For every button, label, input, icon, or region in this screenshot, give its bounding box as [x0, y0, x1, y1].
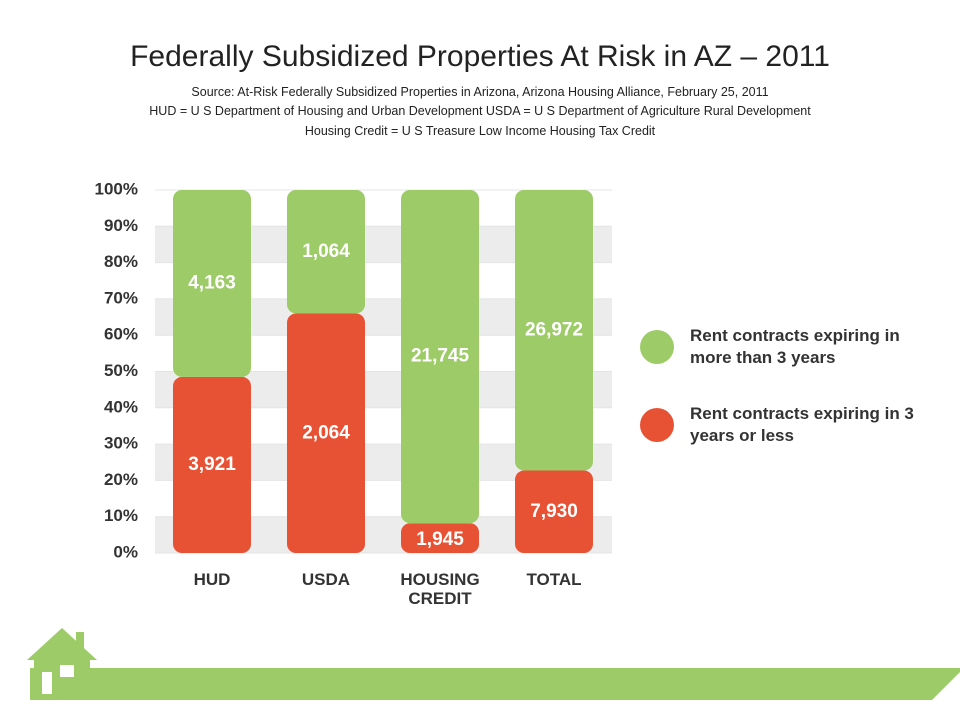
data-label: 1,945	[416, 529, 464, 550]
footer-decoration	[27, 628, 960, 700]
data-label: 4,163	[188, 272, 236, 293]
data-label: 2,064	[302, 422, 350, 443]
bar-segment	[287, 190, 365, 314]
bar-segment	[173, 376, 251, 553]
y-tick-label: 0%	[113, 542, 138, 561]
legend-label: Rent contracts expiring in 3 years or le…	[690, 404, 914, 445]
x-tick-label: USDA	[301, 570, 351, 589]
bar-segment	[401, 523, 479, 553]
legend-swatch	[640, 408, 674, 442]
data-label: 1,064	[302, 241, 350, 262]
legend-swatch	[640, 330, 674, 364]
y-tick-label: 80%	[104, 252, 138, 271]
x-tick-label: TOTAL	[526, 570, 582, 589]
y-tick-label: 30%	[104, 434, 138, 453]
chart-title: Federally Subsidized Properties At Risk …	[130, 40, 830, 73]
y-tick-label: 70%	[104, 288, 138, 307]
y-tick-label: 90%	[104, 216, 138, 235]
data-label: 7,930	[530, 501, 578, 522]
y-tick-label: 40%	[104, 397, 138, 416]
data-label: 3,921	[188, 454, 236, 475]
y-tick-label: 100%	[95, 179, 138, 198]
subtitle: Housing Credit = U S Treasure Low Income…	[304, 124, 656, 138]
bar-segment	[515, 190, 593, 471]
y-tick-label: 10%	[104, 506, 138, 525]
y-tick-label: 50%	[104, 361, 138, 380]
data-label: 21,745	[411, 346, 470, 367]
subtitle: Source: At-Risk Federally Subsidized Pro…	[191, 85, 769, 99]
subtitle: HUD = U S Department of Housing and Urba…	[149, 104, 811, 118]
x-tick-label: HOUSING CREDIT	[400, 570, 480, 608]
x-tick-label: HUD	[193, 570, 231, 589]
data-label: 26,972	[525, 319, 583, 340]
y-tick-label: 20%	[104, 470, 138, 489]
bar-segment	[401, 190, 479, 524]
bar-segment	[287, 313, 365, 553]
bar-segment	[515, 470, 593, 553]
legend-label: Rent contracts expiring in more than 3 y…	[690, 326, 900, 367]
bar-segment	[173, 190, 251, 377]
y-tick-label: 60%	[104, 325, 138, 344]
